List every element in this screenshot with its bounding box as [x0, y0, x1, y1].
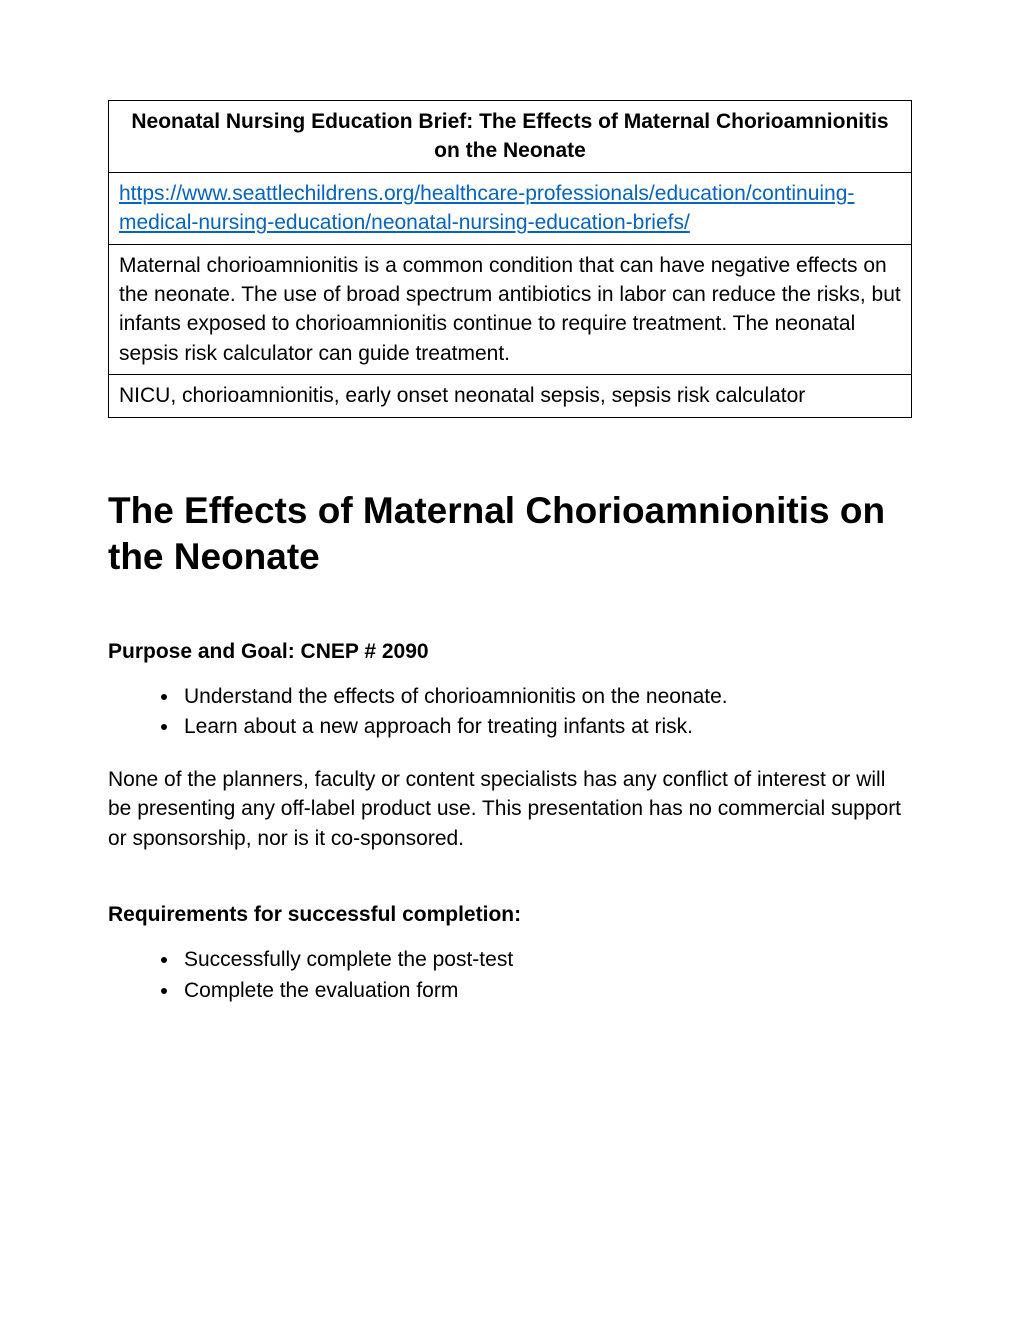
info-table-summary: Maternal chorioamnionitis is a common co… — [109, 244, 912, 375]
purpose-heading: Purpose and Goal: CNEP # 2090 — [108, 640, 912, 664]
info-table: Neonatal Nursing Education Brief: The Ef… — [108, 100, 912, 418]
list-item: Successfully complete the post-test — [180, 945, 912, 975]
list-item: Understand the effects of chorioamnionit… — [180, 682, 912, 712]
info-table-keywords: NICU, chorioamnionitis, early onset neon… — [109, 375, 912, 417]
list-item: Complete the evaluation form — [180, 976, 912, 1006]
page-title: The Effects of Maternal Chorioamnionitis… — [108, 488, 912, 581]
info-table-header: Neonatal Nursing Education Brief: The Ef… — [109, 101, 912, 173]
purpose-list: Understand the effects of chorioamnionit… — [108, 682, 912, 743]
list-item: Learn about a new approach for treating … — [180, 712, 912, 742]
disclosure-para: None of the planners, faculty or content… — [108, 765, 912, 853]
requirements-heading: Requirements for successful completion: — [108, 903, 912, 927]
requirements-list: Successfully complete the post-test Comp… — [108, 945, 912, 1006]
source-link[interactable]: https://www.seattlechildrens.org/healthc… — [119, 182, 854, 234]
info-table-url-cell: https://www.seattlechildrens.org/healthc… — [109, 172, 912, 244]
